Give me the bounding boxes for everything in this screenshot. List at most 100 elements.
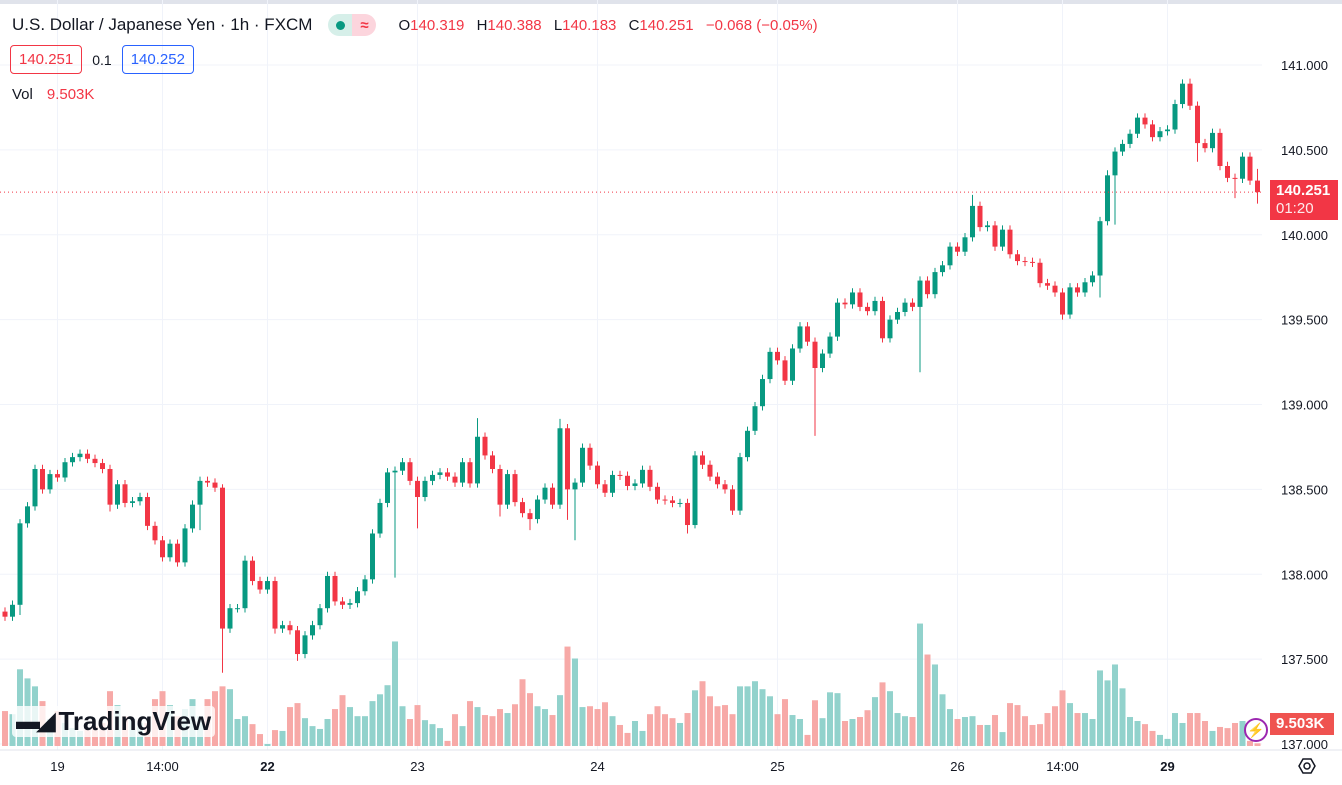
candle[interactable] (1015, 250, 1020, 266)
candle[interactable] (745, 426, 750, 462)
candle[interactable] (227, 603, 233, 633)
candle[interactable] (235, 603, 240, 613)
candle[interactable] (370, 529, 375, 584)
candle[interactable] (692, 451, 698, 529)
candle[interactable] (512, 469, 518, 507)
candle[interactable] (137, 492, 143, 506)
candle[interactable] (535, 495, 540, 524)
candle[interactable] (452, 472, 458, 487)
candle[interactable] (475, 418, 480, 488)
candle[interactable] (1142, 113, 1148, 129)
candle[interactable] (145, 492, 150, 531)
candle[interactable] (115, 480, 120, 509)
time-axis[interactable]: 19 14:00 22 23 24 25 26 14:00 29 (50, 759, 1174, 774)
buy-button[interactable]: 140.252 (121, 45, 194, 74)
volume-label[interactable]: Vol (12, 86, 33, 103)
candle[interactable] (437, 468, 443, 480)
candle[interactable] (820, 349, 825, 373)
candle[interactable] (190, 500, 195, 533)
candle[interactable] (272, 576, 278, 634)
candle[interactable] (932, 267, 938, 299)
candle[interactable] (827, 332, 833, 358)
candle[interactable] (250, 556, 255, 586)
candle[interactable] (887, 315, 893, 343)
candle[interactable] (100, 458, 105, 474)
candle[interactable] (1187, 78, 1193, 110)
candle[interactable] (580, 443, 585, 487)
candle[interactable] (2, 607, 8, 621)
candle[interactable] (467, 457, 473, 488)
candle[interactable] (1135, 113, 1140, 138)
market-status[interactable]: ≈ (328, 14, 377, 36)
candle[interactable] (625, 471, 630, 491)
candle[interactable] (1210, 128, 1215, 153)
candle[interactable] (587, 443, 593, 470)
candle[interactable] (430, 470, 435, 486)
candle[interactable] (1240, 152, 1245, 183)
candle[interactable] (460, 457, 465, 487)
candle[interactable] (32, 464, 38, 511)
candle[interactable] (197, 476, 203, 531)
candle[interactable] (767, 347, 773, 384)
candle[interactable] (445, 468, 450, 481)
candle[interactable] (850, 288, 855, 309)
candle[interactable] (1105, 170, 1110, 226)
candle[interactable] (1112, 147, 1118, 225)
candle[interactable] (302, 631, 308, 659)
candle[interactable] (482, 432, 488, 460)
candle[interactable] (1165, 125, 1170, 136)
candle[interactable] (1150, 120, 1155, 142)
candle[interactable] (205, 476, 210, 487)
candle[interactable] (152, 521, 158, 545)
candle[interactable] (542, 483, 548, 504)
candle[interactable] (377, 498, 383, 538)
candle[interactable] (707, 460, 713, 481)
price-axis[interactable]: 141.000 140.500 140.000 139.500 139.000 138.5… (1281, 58, 1328, 752)
candle[interactable] (10, 600, 15, 621)
candle[interactable] (865, 302, 870, 316)
candle[interactable] (182, 524, 188, 567)
sell-button[interactable]: 140.251 (10, 45, 83, 74)
candle[interactable] (782, 356, 788, 385)
candle[interactable] (925, 276, 930, 299)
candle[interactable] (265, 576, 270, 594)
candle[interactable] (1180, 79, 1185, 109)
candle[interactable] (790, 344, 795, 385)
candle[interactable] (130, 497, 135, 508)
candle[interactable] (107, 464, 113, 512)
candle[interactable] (1060, 288, 1065, 320)
candle[interactable] (497, 464, 503, 517)
candle[interactable] (520, 497, 525, 518)
candle[interactable] (700, 451, 705, 470)
candle[interactable] (1007, 225, 1013, 259)
candle[interactable] (1097, 216, 1103, 298)
candle[interactable] (880, 296, 885, 343)
candle[interactable] (40, 464, 45, 494)
candle[interactable] (962, 233, 968, 256)
candle[interactable] (992, 221, 998, 251)
candle[interactable] (842, 298, 848, 309)
candle[interactable] (977, 201, 983, 232)
candle[interactable] (565, 424, 570, 520)
candle[interactable] (872, 296, 878, 316)
candle[interactable] (737, 452, 743, 515)
candle[interactable] (175, 539, 180, 567)
candle[interactable] (632, 479, 638, 491)
candle[interactable] (895, 307, 900, 324)
candle[interactable] (242, 555, 248, 613)
candle[interactable] (122, 480, 128, 508)
candle[interactable] (400, 457, 405, 475)
candle[interactable] (617, 470, 623, 481)
candle[interactable] (1037, 258, 1043, 288)
candle[interactable] (25, 502, 30, 528)
candle[interactable] (355, 586, 360, 608)
candle[interactable] (910, 298, 915, 312)
candle[interactable] (610, 470, 615, 498)
candle[interactable] (295, 626, 300, 661)
candle[interactable] (167, 539, 173, 562)
candle[interactable] (317, 603, 323, 630)
candle[interactable] (835, 298, 840, 341)
candle[interactable] (1195, 101, 1200, 162)
candle[interactable] (1067, 283, 1073, 319)
